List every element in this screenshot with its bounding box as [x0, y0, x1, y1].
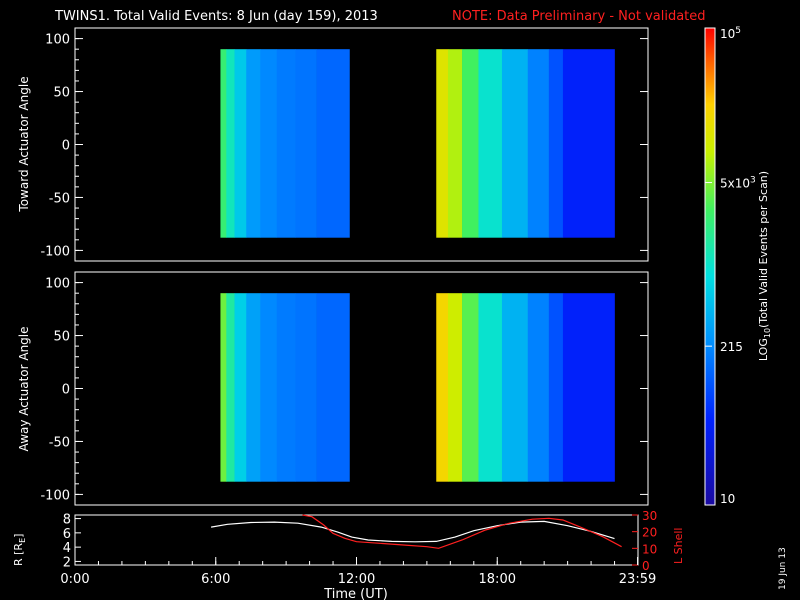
- heatmap-cell: [436, 293, 449, 482]
- y-tick-label: 50: [53, 86, 70, 101]
- y-tick-label: 100: [45, 277, 70, 292]
- x-axis-label: Time (UT): [323, 587, 388, 600]
- heatmap-cell: [234, 293, 247, 482]
- colorbar-gradient: [704, 27, 716, 506]
- orbit-right-tick-label: 20: [642, 526, 657, 540]
- colorbar-tick-label: 10: [720, 492, 735, 506]
- heatmap-cell: [462, 49, 479, 238]
- orbit-left-tick-label: 8: [63, 513, 71, 528]
- heatmap-cell: [260, 293, 278, 482]
- heatmap-cell: [447, 49, 463, 238]
- preliminary-note: NOTE: Data Preliminary - Not validated: [452, 9, 706, 24]
- heatmap-cell: [436, 49, 449, 238]
- heatmap-cell: [462, 293, 479, 482]
- colorbar-label: LOG10(Total Valid Events per Scan): [757, 171, 772, 361]
- y-tick-label: -50: [49, 191, 70, 206]
- colorbar: 10 215 5x103 105 LOG10(Total Valid Events p…: [704, 26, 772, 506]
- heatmap-cell: [295, 49, 317, 238]
- orbit-right-tick-label: 10: [642, 542, 657, 556]
- y-tick-label: 0: [62, 383, 70, 398]
- x-tick-label: 23:59: [619, 572, 656, 587]
- orbit-x-ticks: 0:00 6:00 12:00 18:00 23:59: [60, 557, 656, 587]
- heatmap-cell: [246, 293, 261, 482]
- heatmap-cell: [447, 293, 463, 482]
- heatmap-cell: [501, 293, 529, 482]
- x-tick-label: 18:00: [479, 572, 516, 587]
- y-tick-label: -100: [40, 488, 70, 503]
- x-tick-label: 6:00: [201, 572, 230, 587]
- plot-title: TWINS1. Total Valid Events: 8 Jun (day 1…: [54, 9, 378, 24]
- orbit-right-tick-label: 30: [642, 509, 657, 523]
- colorbar-tick-label: 105: [720, 26, 741, 41]
- orbit-left-label: R [RE]: [12, 534, 27, 566]
- y-tick-label: 100: [45, 33, 70, 48]
- x-tick-label: 12:00: [338, 572, 375, 587]
- heatmap-cell: [478, 49, 503, 238]
- orbit-right-label: L Shell: [672, 528, 685, 564]
- away-y-label: Away Actuator Angle: [17, 326, 31, 451]
- orbit-right-tick-label: 0: [642, 559, 650, 573]
- r-distance-line: [210, 520, 615, 543]
- heatmap-cell: [501, 49, 529, 238]
- colorbar-tick-label: 215: [720, 340, 743, 354]
- heatmap-cell: [220, 49, 227, 238]
- y-tick-label: 0: [62, 139, 70, 154]
- orbit-right-ticks: 0 10 20 30: [632, 509, 657, 573]
- away-heatmap: [220, 293, 615, 482]
- toward-heatmap: [220, 49, 615, 238]
- y-tick-label: -100: [40, 244, 70, 259]
- orbit-left-tick-label: 2: [63, 555, 71, 570]
- orbit-lines: [210, 514, 622, 549]
- heatmap-cell: [276, 293, 296, 482]
- l-shell-line: [302, 514, 622, 549]
- heatmap-cell: [527, 49, 550, 238]
- y-tick-label: -50: [49, 435, 70, 450]
- heatmap-cell: [548, 49, 564, 238]
- heatmap-cell: [562, 49, 615, 238]
- heatmap-cell: [548, 293, 564, 482]
- heatmap-cell: [527, 293, 550, 482]
- date-stamp: 19 Jun 13: [778, 547, 788, 590]
- orbit-left-tick-label: 6: [63, 527, 71, 542]
- heatmap-cell: [295, 293, 317, 482]
- away-panel: 100 50 0 -50 -100 Away Actuator Angle: [17, 271, 649, 506]
- heatmap-cell: [246, 49, 261, 238]
- heatmap-cell: [316, 49, 350, 238]
- toward-y-label: Toward Actuator Angle: [17, 76, 31, 212]
- colorbar-tick-label: 5x103: [720, 176, 756, 191]
- x-tick-label: 0:00: [60, 572, 89, 587]
- away-y-ticks: 100 50 0 -50 -100: [40, 277, 648, 503]
- heatmap-cell: [562, 293, 615, 482]
- heatmap-cell: [234, 49, 247, 238]
- heatmap-cell: [226, 49, 235, 238]
- toward-panel: 100 50 0 -50 -100 Toward Actuator Angle: [17, 27, 649, 262]
- heatmap-cell: [316, 293, 350, 482]
- orbit-left-tick-label: 4: [63, 541, 71, 556]
- heatmap-cell: [220, 293, 227, 482]
- heatmap-cell: [478, 293, 503, 482]
- colorbar-ticks: 10 215 5x103 105: [705, 26, 756, 506]
- toward-y-ticks: 100 50 0 -50 -100: [40, 33, 648, 259]
- y-tick-label: 50: [53, 330, 70, 345]
- heatmap-cell: [260, 49, 278, 238]
- heatmap-cell: [276, 49, 296, 238]
- heatmap-cell: [226, 293, 235, 482]
